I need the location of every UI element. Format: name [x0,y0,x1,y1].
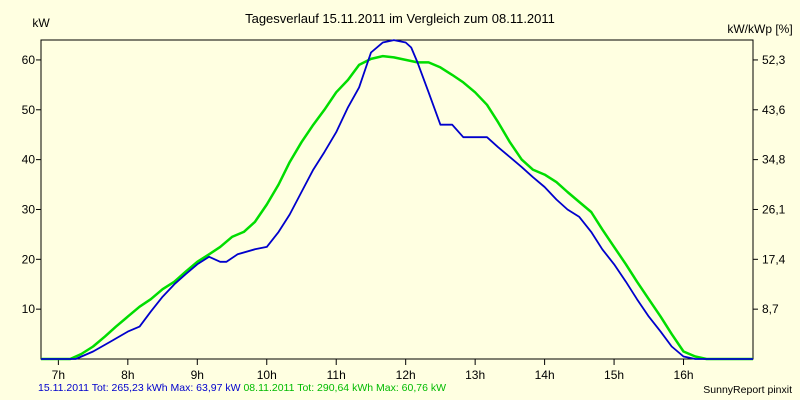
x-tick-label: 11h [327,368,346,382]
y-tick-label-left: 30 [22,202,36,216]
y-tick-label-right: 34,8 [762,153,786,167]
y-tick-label-left: 40 [22,153,36,167]
x-tick-label: 12h [396,368,416,382]
y-axis-label-left: kW [32,16,50,30]
chart-footer: 15.11.2011 Tot: 265,23 kWh Max: 63,97 kW… [38,382,446,394]
series-line-2 [41,54,753,361]
x-tick-label: 13h [465,368,485,382]
x-tick-label: 10h [257,368,277,382]
footer-series-1-summary: 15.11.2011 Tot: 265,23 kWh Max: 63,97 kW [38,382,241,394]
y-axis-label-right: kW/kWp [%] [727,22,792,36]
plot-area-frame [40,39,754,360]
y-tick-label-right: 26,1 [762,202,786,216]
x-tick-label: 16h [674,368,694,382]
y-tick-label-right: 8,7 [762,302,779,316]
x-tick-label: 14h [535,368,555,382]
x-tick-label: 9h [191,368,204,382]
x-tick-label: 7h [52,368,65,382]
y-tick-label-left: 60 [22,53,36,67]
footer-series-2-summary: 08.11.2011 Tot: 290,64 kWh Max: 60,76 kW [243,382,447,394]
chart-title: Tagesverlauf 15.11.2011 im Vergleich zum… [245,11,555,26]
y-tick-label-left: 20 [22,252,36,266]
credit-text: SunnyReport pinxit [703,384,792,396]
series-line-1 [41,39,753,360]
y-tick-label-right: 17,4 [762,252,786,266]
x-tick-label: 15h [604,368,624,382]
y-tick-label-left: 10 [22,302,36,316]
y-tick-label-left: 50 [22,103,36,117]
y-tick-label-right: 43,6 [762,103,786,117]
y-tick-label-right: 52,3 [762,53,786,67]
x-tick-label: 8h [121,368,134,382]
